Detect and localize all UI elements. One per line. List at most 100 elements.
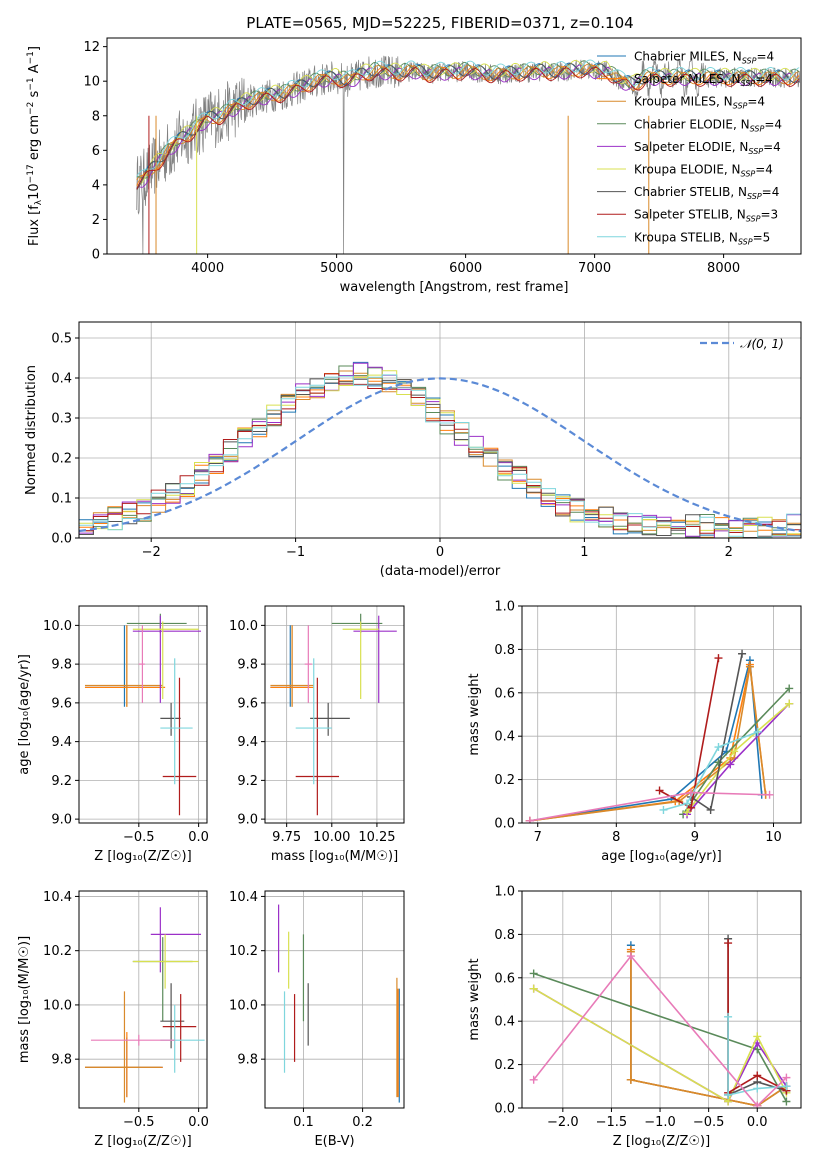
y-axis-label: Normed distribution	[24, 365, 39, 495]
y-tick-label: 4	[92, 178, 100, 193]
chart-title: PLATE=0565, MJD=52225, FIBERID=0371, z=0…	[246, 14, 633, 32]
x-tick-label: 0	[436, 545, 444, 560]
legend-nssp-value: =4	[756, 50, 774, 64]
plus-marker	[724, 1090, 733, 1099]
y-label-part: Flux [f	[27, 205, 42, 246]
x-axis-label: Z [log₁₀(Z/Z☉)]	[94, 1134, 191, 1149]
x-tick-label: −1.0	[644, 1115, 676, 1130]
mass-weight-line	[663, 731, 759, 811]
y-tick-label: 0.2	[494, 773, 515, 788]
y-tick-label: 10.4	[43, 890, 72, 905]
y-axis-label: mass weight	[467, 958, 482, 1040]
y-tick-label: 1.0	[494, 885, 515, 900]
x-tick-label: 8	[612, 830, 620, 845]
model-spectrum-line	[136, 59, 800, 177]
y-tick-label: 9.6	[237, 696, 258, 711]
x-axis-label: wavelength [Angstrom, rest frame]	[340, 280, 569, 295]
plus-marker	[714, 654, 723, 663]
y-tick-label: 10.0	[229, 998, 258, 1013]
plus-marker	[745, 662, 754, 671]
legend-series-name: Salpeter ELODIE, N	[634, 140, 748, 154]
legend-nssp-value: =4	[762, 185, 780, 199]
model-spectrum-line	[136, 66, 800, 190]
legend-series-name: Kroupa ELODIE, N	[634, 163, 741, 177]
y-tick-label: 0.4	[51, 372, 72, 387]
x-tick-label: −0.5	[123, 830, 155, 845]
legend-subscript: SSP	[747, 192, 762, 201]
x-tick-label: 1	[580, 545, 588, 560]
y-tick-label: 10.0	[229, 619, 258, 634]
mass-weight-age-panel-frame	[521, 605, 802, 824]
plus-marker	[706, 805, 715, 814]
mass-weight-line	[533, 987, 788, 1103]
histogram-step-line	[79, 378, 801, 538]
y-tick-label: 10.4	[229, 890, 258, 905]
legend-subscript: SSP	[741, 170, 756, 179]
legend-label: Salpeter ELODIE, NSSP=4	[634, 140, 781, 156]
mass-weight-lines	[525, 649, 794, 823]
plus-marker	[529, 969, 538, 978]
mass-weight-z-panel-frame	[521, 890, 802, 1109]
mass-weight-line	[529, 660, 763, 822]
plus-marker	[655, 786, 664, 795]
x-tick-label: 0.1	[293, 1115, 314, 1130]
plus-marker	[785, 684, 794, 693]
plus-marker	[659, 805, 668, 814]
y-tick-label: 12	[83, 40, 100, 55]
plus-marker	[753, 1071, 762, 1080]
x-tick-label: 6000	[449, 261, 482, 276]
x-tick-label: −1	[286, 545, 305, 560]
y-label-part: ]	[27, 46, 42, 51]
x-axis-label: age [log₁₀(age/yr)]	[601, 849, 722, 864]
y-tick-label: 9.8	[237, 1053, 258, 1068]
y-label-part: −1	[26, 77, 36, 90]
mass-weight-line	[727, 1016, 787, 1096]
legend-nssp-value: =4	[764, 117, 782, 131]
x-tick-label: 7000	[578, 261, 611, 276]
y-tick-label: 1.0	[494, 600, 515, 615]
x-tick-label: 10.00	[313, 830, 350, 845]
x-tick-label: 0.0	[188, 1115, 209, 1130]
x-tick-label: 9	[691, 830, 699, 845]
x-tick-label: −1.5	[596, 1115, 628, 1130]
plus-marker	[683, 799, 692, 808]
y-tick-label: 0.4	[494, 730, 515, 745]
legend-subscript: SSP	[746, 215, 761, 224]
plus-marker	[626, 1075, 635, 1084]
y-label-part: s	[27, 90, 42, 101]
legend-series-name: Chabrier ELODIE, N	[634, 117, 750, 131]
x-axis-label: mass [log₁₀(M/M☉)]	[271, 849, 398, 864]
x-tick-label: 0.0	[747, 1115, 768, 1130]
y-tick-label: 0.0	[51, 532, 72, 547]
y-tick-label: 9.0	[51, 813, 72, 828]
y-tick-label: 9.0	[237, 813, 258, 828]
plus-marker	[738, 649, 747, 658]
legend-nssp-value: =3	[760, 208, 778, 222]
x-tick-label: 2	[725, 545, 733, 560]
y-tick-label: 0.4	[494, 1015, 515, 1030]
legend-series-name: Salpeter MILES, N	[634, 72, 741, 86]
y-tick-label: 9.2	[237, 774, 258, 789]
model-spectrum-line	[136, 63, 800, 181]
plus-marker	[529, 1075, 538, 1084]
plus-marker	[626, 952, 635, 961]
spectrum-panel: 4000 5000 6000 7000 8000 0 2 4 6 8 10 12 wavelength …	[26, 40, 740, 295]
legend-nssp-value: =4	[755, 72, 773, 86]
plus-marker	[686, 803, 695, 812]
x-tick-label: 5000	[320, 261, 353, 276]
legend-nssp-value: =4	[755, 163, 773, 177]
legend-subscript: SSP	[733, 102, 748, 111]
plus-marker	[529, 984, 538, 993]
x-tick-label: −2	[142, 545, 161, 560]
histogram-step-line	[79, 373, 801, 534]
plus-marker	[785, 699, 794, 708]
y-label-part: 10	[27, 183, 42, 200]
plus-marker	[724, 1012, 733, 1021]
x-axis-label: Z [log₁₀(Z/Z☉)]	[94, 849, 191, 864]
age-z-panel: −0.5 0.0 9.0 9.2 9.4 9.6 9.8 10.0 Z [log₁₀(Z/Z☉)…	[17, 606, 209, 864]
y-label-part: −1	[26, 51, 36, 64]
x-axis-label: (data-model)/error	[380, 564, 501, 579]
model-spectrum-line	[136, 60, 800, 179]
y-tick-label: 6	[92, 144, 100, 159]
